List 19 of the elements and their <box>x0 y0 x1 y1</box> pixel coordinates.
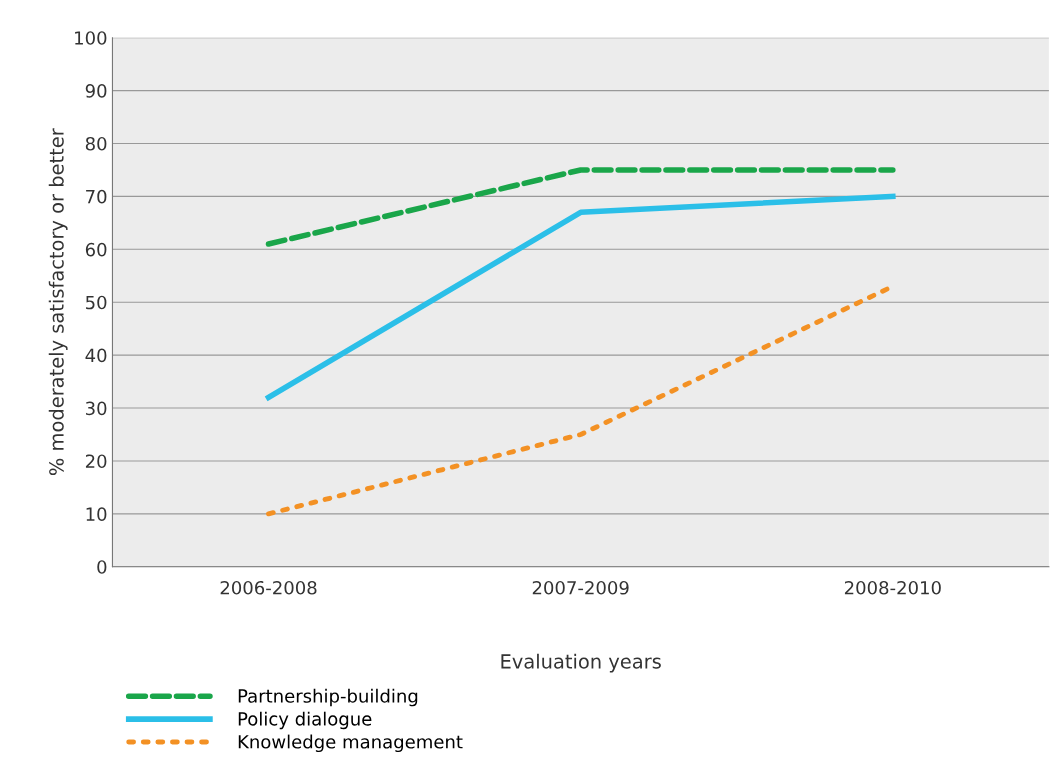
x-tick-label: 2006-2008 <box>220 580 317 595</box>
x-axis-title: Evaluation years <box>501 653 661 673</box>
y-tick-label: 0 <box>97 560 107 574</box>
y-axis-title: % moderately satisfactory or better <box>48 128 68 476</box>
y-tick-label: 20 <box>85 454 107 469</box>
y-tick-label: 60 <box>85 242 107 257</box>
legend-label: Knowledge management <box>238 734 463 753</box>
y-tick-label: 90 <box>85 84 107 98</box>
y-tick-label: 10 <box>86 507 107 521</box>
legend-label: Partnership-building <box>238 688 418 707</box>
y-tick-label: 50 <box>86 295 107 310</box>
y-tick-label: 80 <box>85 136 107 151</box>
x-tick-label: 2008-2010 <box>844 580 941 595</box>
legend-label: Policy dialogue <box>238 711 372 730</box>
y-tick-label: 30 <box>86 401 107 416</box>
x-tick-label: 2007-2009 <box>532 580 629 595</box>
y-tick-label: 40 <box>85 348 107 363</box>
y-tick-label: 100 <box>75 31 107 45</box>
y-tick-label: 70 <box>86 189 107 204</box>
